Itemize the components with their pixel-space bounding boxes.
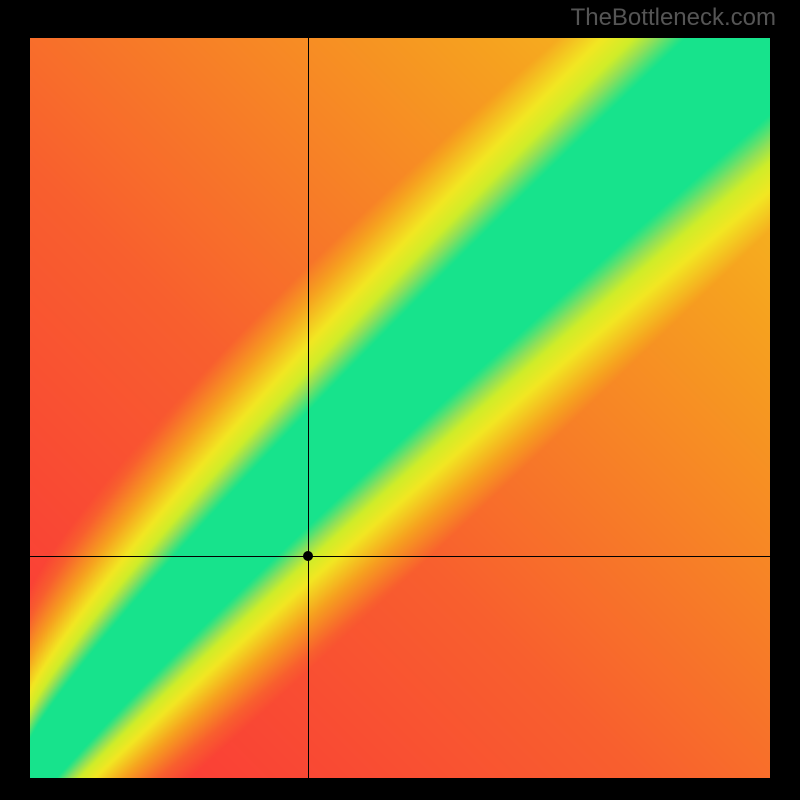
heatmap-plot [30,38,770,778]
crosshair-marker [303,551,313,561]
crosshair-vertical [308,38,309,778]
crosshair-horizontal [30,556,770,557]
watermark-text: TheBottleneck.com [571,4,776,32]
heatmap-canvas [30,38,770,778]
